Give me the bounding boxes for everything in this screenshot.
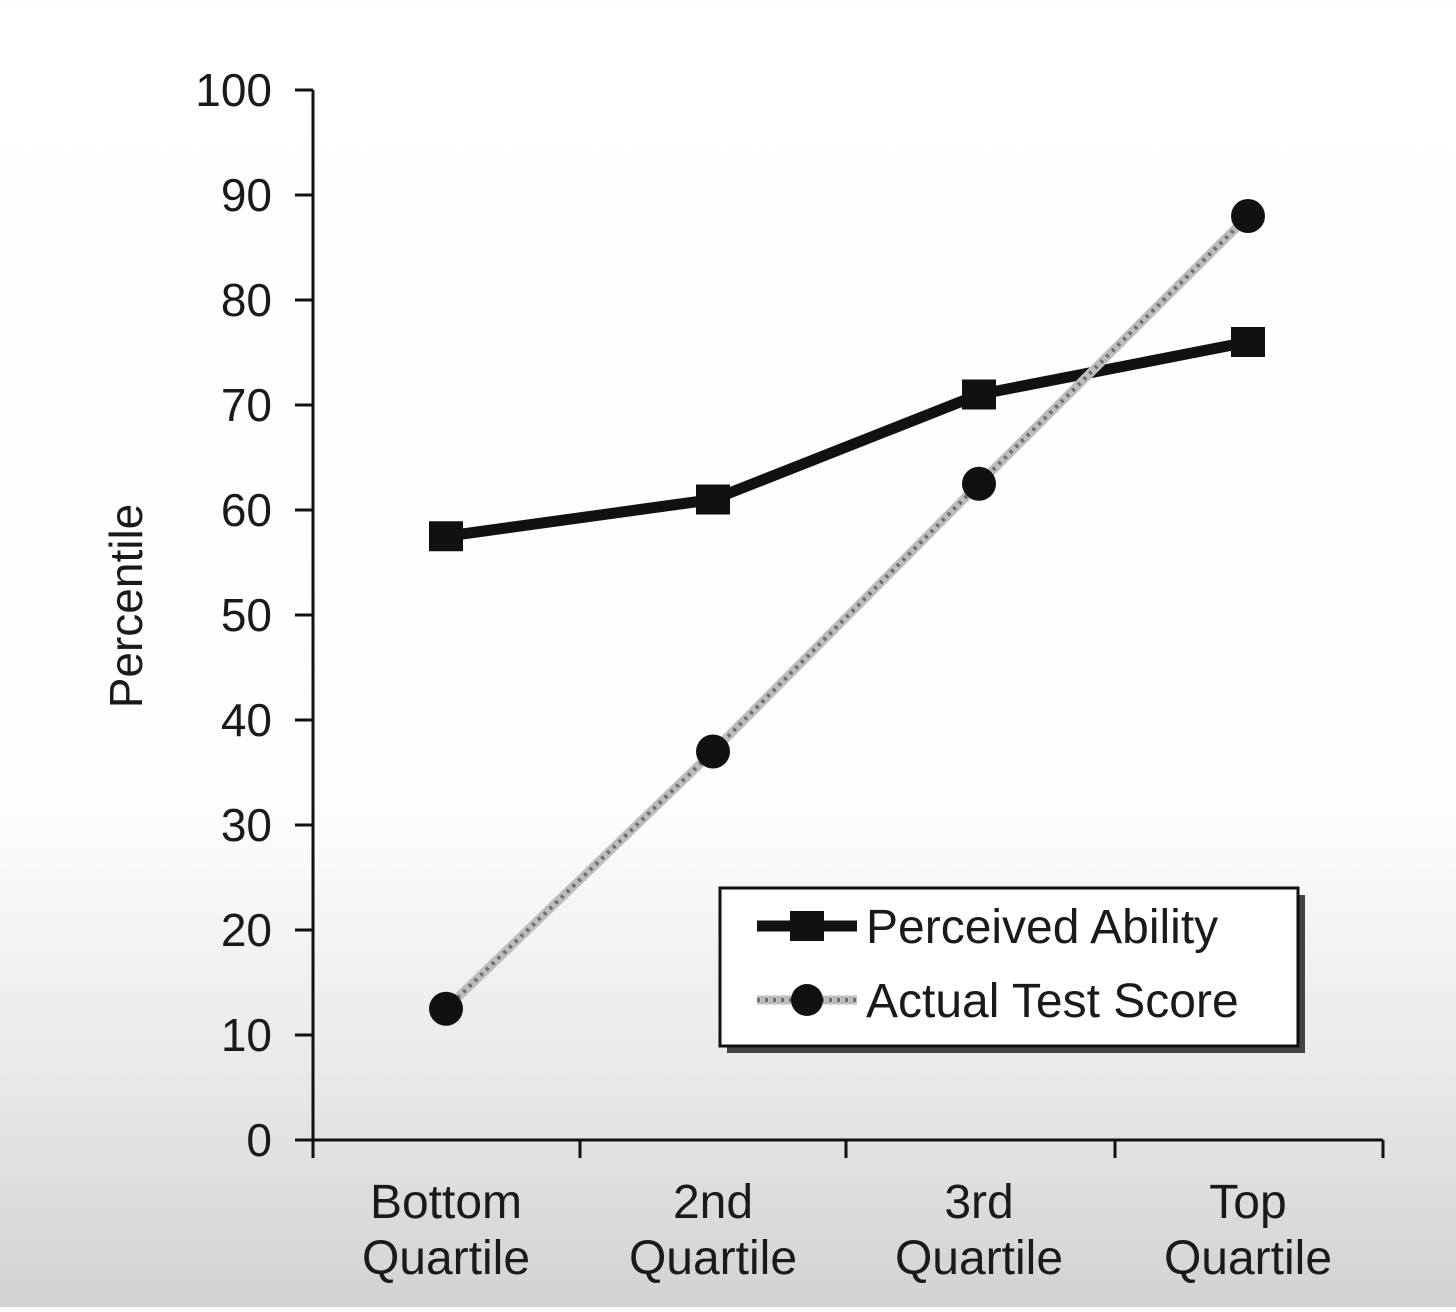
legend-label-perceived-ability: Perceived Ability [866,901,1218,954]
x-tick-label: 2nd [673,1176,753,1229]
data-point-actual-test-score [429,991,463,1026]
x-tick-label: Quartile [1164,1232,1332,1285]
x-tick-label: Bottom [370,1176,522,1229]
y-tick-label: 30 [221,799,272,851]
legend-label-actual-test-score: Actual Test Score [866,975,1239,1028]
y-tick-label: 0 [246,1114,272,1166]
data-point-perceived-ability [696,484,730,515]
data-point-actual-test-score [962,466,996,501]
y-axis-label: Percentile [100,504,152,709]
y-tick-label: 70 [221,379,272,431]
y-tick-label: 100 [195,64,272,116]
x-tick-label: 3rd [944,1176,1013,1229]
x-tick-label: Quartile [629,1232,797,1285]
x-tick-label: Quartile [362,1232,530,1285]
legend-marker-actual-test-score [791,984,823,1016]
x-tick-label: Quartile [895,1232,1063,1285]
series-line-perceived-ability [445,336,1250,542]
y-tick-label: 90 [221,169,272,221]
y-tick-label: 80 [221,274,272,326]
data-point-perceived-ability [962,379,996,410]
y-tick-label: 60 [221,484,272,536]
y-tick-label: 20 [221,904,272,956]
series-line-actual-test-score-dots [444,214,1250,1011]
y-tick-label: 40 [221,694,272,746]
x-tick-label: Top [1209,1176,1286,1229]
data-point-perceived-ability [1231,327,1265,357]
data-point-actual-test-score [1231,199,1265,233]
y-tick-label: 10 [221,1009,272,1061]
data-point-actual-test-score [696,734,730,769]
y-tick-label: 50 [221,589,272,641]
legend-marker-perceived-ability [790,911,824,941]
data-point-perceived-ability [429,521,463,552]
